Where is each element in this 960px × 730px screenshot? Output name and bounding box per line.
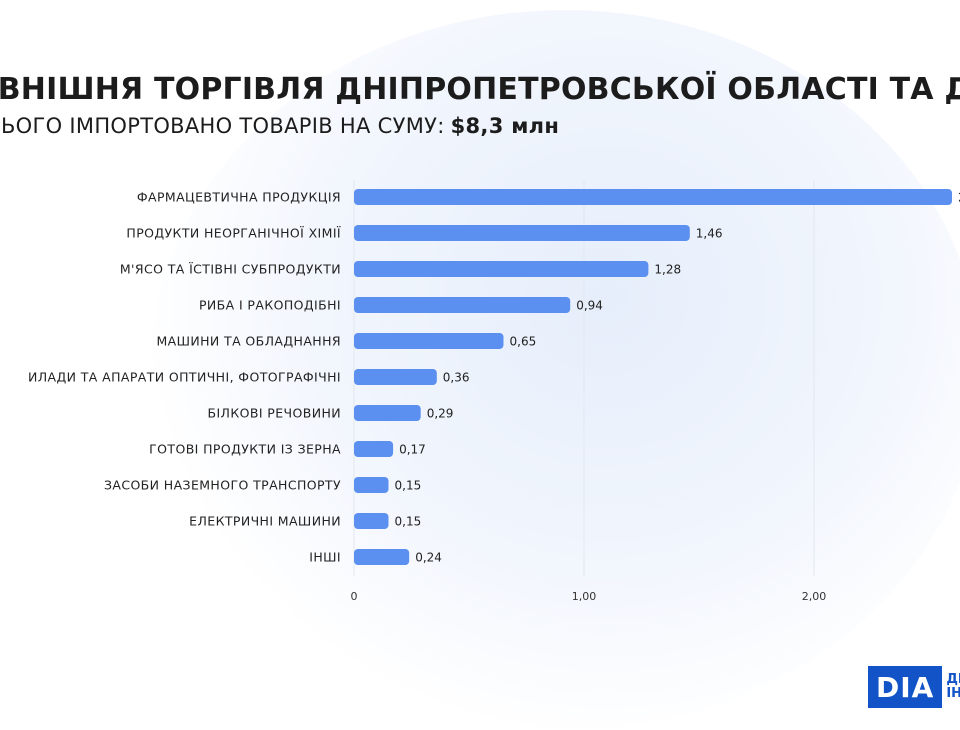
value-label: 0,94: [576, 299, 603, 313]
value-label: 0,36: [443, 371, 470, 385]
logo-tail-line1: ДН: [946, 672, 960, 687]
subtitle-amount: $8,3 млн: [450, 114, 560, 138]
x-tick-label: 1,00: [572, 590, 597, 603]
bar: [354, 189, 952, 205]
bar: [354, 405, 421, 421]
bar: [354, 333, 504, 349]
logo-mark: DIA: [868, 666, 943, 708]
x-tick-label: 2,00: [802, 590, 827, 603]
bar: [354, 549, 410, 565]
value-label: 1,46: [696, 227, 723, 241]
bar: [354, 369, 437, 385]
value-label: 0,29: [427, 407, 454, 421]
bar: [354, 477, 389, 493]
bar: [354, 261, 649, 277]
value-label: 1,28: [654, 263, 681, 277]
bar: [354, 225, 690, 241]
logo-tail: ДН ІН: [946, 673, 960, 701]
category-label: ЗАСОБИ НАЗЕМНОГО ТРАНСПОРТУ: [104, 478, 341, 493]
category-label: ИЛАДИ ТА АПАРАТИ ОПТИЧНІ, ФОТОГРАФІЧНІ: [28, 370, 341, 385]
subtitle-text: СЬОГО ІМПОРТОВАНО ТОВАРІВ НА СУМУ:: [0, 114, 445, 138]
category-label: ПРОДУКТИ НЕОРГАНІЧНОЇ ХІМІЇ: [126, 226, 341, 241]
value-label: 0,15: [395, 479, 422, 493]
category-label: ІНШІ: [309, 550, 341, 565]
category-label: ФАРМАЦЕВТИЧНА ПРОДУКЦІЯ: [137, 190, 341, 205]
value-label: 0,17: [399, 443, 426, 457]
bar: [354, 441, 394, 457]
x-tick-label: 0: [351, 590, 358, 603]
value-label: 2: [958, 191, 960, 205]
category-label: РИБА І РАКОПОДІБНІ: [199, 298, 341, 313]
category-label: ГОТОВІ ПРОДУКТИ ІЗ ЗЕРНА: [149, 442, 341, 457]
dia-logo: DIA ДН ІН: [868, 665, 960, 709]
value-label: 0,65: [510, 335, 537, 349]
category-label: ЕЛЕКТРИЧНІ МАШИНИ: [189, 514, 341, 529]
bar: [354, 513, 389, 529]
category-label: М'ЯСО ТА ЇСТІВНІ СУБПРОДУКТИ: [120, 262, 341, 277]
value-label: 0,15: [395, 515, 422, 529]
page-subtitle: СЬОГО ІМПОРТОВАНО ТОВАРІВ НА СУМУ: $8,3 м…: [0, 114, 559, 138]
bar: [354, 297, 571, 313]
value-label: 0,24: [415, 551, 442, 565]
page-title: ОВНІШНЯ ТОРГІВЛЯ ДНІПРОПЕТРОВСЬКОЇ ОБЛАС…: [0, 72, 960, 107]
background-glow: [150, 10, 960, 730]
category-label: БІЛКОВІ РЕЧОВИНИ: [207, 406, 341, 421]
logo-tail-line2: ІН: [946, 686, 960, 701]
category-label: МАШИНИ ТА ОБЛАДНАННЯ: [156, 334, 341, 349]
